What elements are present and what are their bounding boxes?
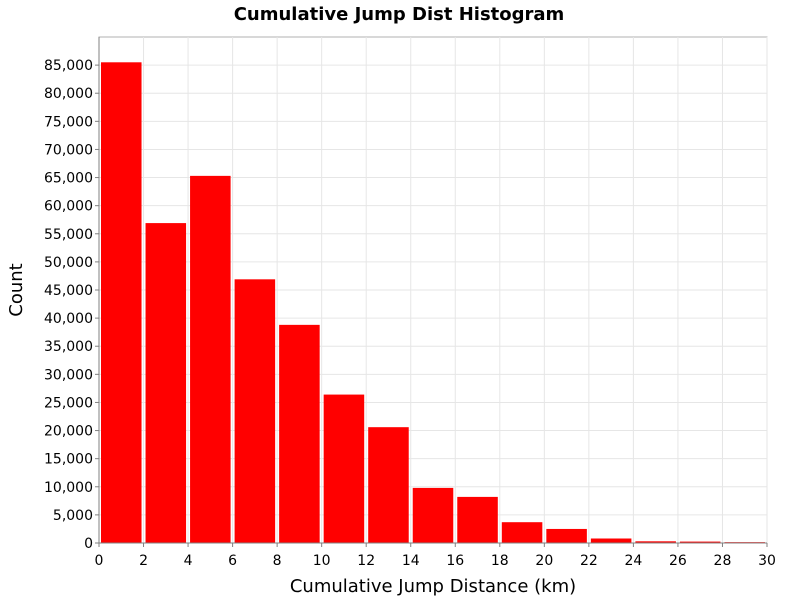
x-tick-label: 26 bbox=[669, 553, 687, 569]
y-tick-label: 0 bbox=[84, 536, 93, 552]
histogram-bar bbox=[546, 528, 587, 543]
x-tick-label: 16 bbox=[446, 553, 464, 569]
histogram-bar bbox=[368, 427, 409, 543]
x-axis-label: Cumulative Jump Distance (km) bbox=[290, 576, 576, 597]
histogram-bar bbox=[590, 538, 632, 543]
y-tick-label: 60,000 bbox=[44, 199, 93, 215]
x-tick-labels: 0 2 4 6 8 10 12 14 16 18 20 22 24 26 28 30 bbox=[95, 543, 776, 569]
x-tick-label: 2 bbox=[139, 553, 148, 569]
x-tick-label: 20 bbox=[535, 553, 553, 569]
y-tick-labels: 0 5,000 10,000 15,000 20,000 25,000 30,000 35,0… bbox=[44, 58, 99, 552]
y-tick-label: 20,000 bbox=[44, 424, 93, 440]
histogram-bar bbox=[279, 324, 320, 543]
y-tick-label: 30,000 bbox=[44, 367, 93, 383]
y-tick-label: 15,000 bbox=[44, 452, 93, 468]
y-tick-label: 65,000 bbox=[44, 171, 93, 187]
histogram-bar bbox=[323, 394, 365, 543]
y-tick-label: 75,000 bbox=[44, 114, 93, 130]
x-tick-label: 0 bbox=[95, 553, 104, 569]
y-tick-label: 85,000 bbox=[44, 58, 93, 74]
y-axis-label: Count bbox=[6, 263, 27, 316]
x-tick-label: 18 bbox=[491, 553, 509, 569]
x-tick-label: 14 bbox=[402, 553, 420, 569]
x-tick-label: 4 bbox=[184, 553, 193, 569]
histogram-bar bbox=[501, 522, 543, 543]
y-tick-label: 55,000 bbox=[44, 227, 93, 243]
chart-title: Cumulative Jump Dist Histogram bbox=[234, 4, 565, 25]
y-tick-label: 50,000 bbox=[44, 255, 93, 271]
x-tick-label: 28 bbox=[714, 553, 732, 569]
x-tick-label: 12 bbox=[357, 553, 375, 569]
x-tick-label: 6 bbox=[228, 553, 237, 569]
histogram-bar bbox=[457, 496, 498, 543]
histogram-bar bbox=[412, 487, 454, 543]
histogram-bar bbox=[145, 223, 187, 543]
x-tick-label: 10 bbox=[313, 553, 331, 569]
histogram-bar bbox=[679, 541, 721, 543]
x-tick-label: 8 bbox=[273, 553, 282, 569]
histogram-bar bbox=[190, 175, 231, 543]
y-tick-label: 10,000 bbox=[44, 480, 93, 496]
y-tick-label: 45,000 bbox=[44, 283, 93, 299]
y-tick-label: 35,000 bbox=[44, 339, 93, 355]
bars bbox=[101, 62, 765, 544]
y-tick-label: 70,000 bbox=[44, 142, 93, 158]
y-tick-label: 5,000 bbox=[53, 508, 93, 524]
histogram-bar bbox=[635, 541, 676, 543]
x-tick-label: 30 bbox=[758, 553, 776, 569]
x-tick-label: 24 bbox=[624, 553, 642, 569]
y-tick-label: 40,000 bbox=[44, 311, 93, 327]
histogram-bar bbox=[101, 62, 142, 544]
y-tick-label: 25,000 bbox=[44, 395, 93, 411]
histogram-bar bbox=[234, 279, 276, 543]
x-tick-label: 22 bbox=[580, 553, 598, 569]
y-tick-label: 80,000 bbox=[44, 86, 93, 102]
